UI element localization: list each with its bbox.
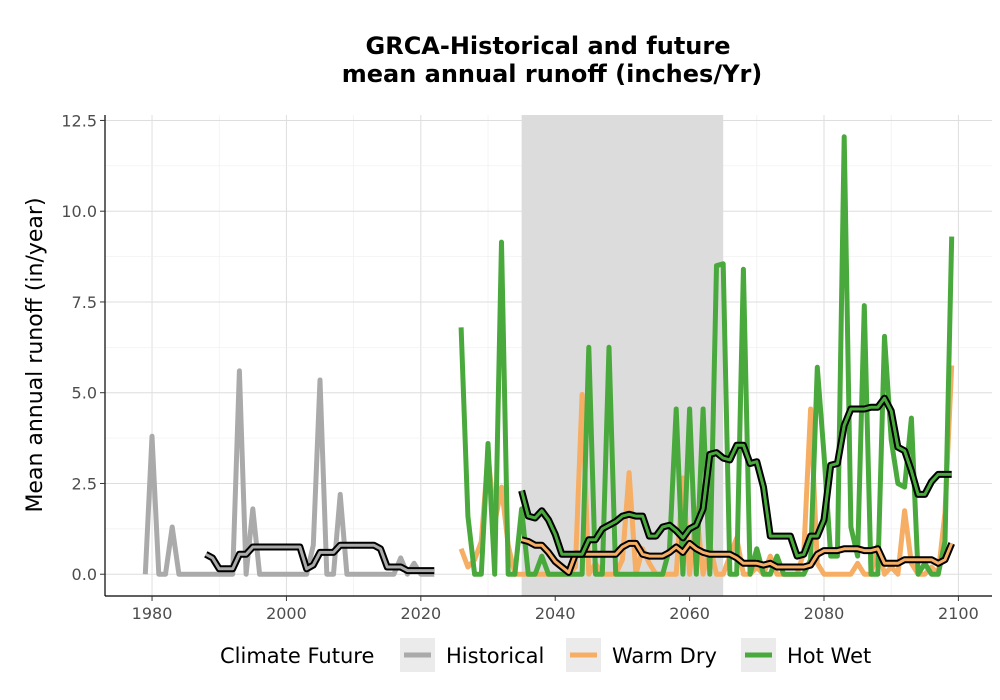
y-tick-label: 7.5 (72, 293, 97, 312)
chart-title-line2: mean annual runoff (inches/Yr) (342, 60, 763, 88)
y-tick-label: 0.0 (72, 565, 97, 584)
x-tick-label: 2060 (669, 604, 710, 623)
y-tick-label: 2.5 (72, 474, 97, 493)
y-tick-label: 5.0 (72, 384, 97, 403)
legend-label: Warm Dry (612, 644, 717, 668)
tick-labels: 1980 2000 2020 2040 2060 2080 2100 0.0 2.5 5.0 7.5… (61, 111, 978, 623)
y-tick-label: 12.5 (61, 111, 97, 130)
x-tick-label: 2080 (804, 604, 845, 623)
legend-label: Hot Wet (787, 644, 871, 668)
chart-title-line1: GRCA-Historical and future (366, 32, 731, 60)
moving-average-line (521, 538, 954, 574)
series-line-historical (142, 368, 435, 577)
legend-label: Historical (446, 644, 544, 668)
x-tick-label: 1980 (132, 604, 173, 623)
x-tick-label: 2000 (266, 604, 307, 623)
moving-average-line (520, 396, 952, 558)
x-tick-label: 2100 (938, 604, 979, 623)
y-tick-label: 10.0 (61, 202, 97, 221)
y-axis-title: Mean annual runoff (in/year) (23, 197, 48, 512)
legend-title: Climate Future (220, 644, 374, 668)
moving-average-line (205, 543, 435, 573)
x-tick-label: 2020 (400, 604, 441, 623)
x-tick-label: 2040 (535, 604, 576, 623)
series-layer (142, 134, 955, 577)
axes (104, 115, 992, 597)
legend: Climate Future Historical Warm Dry Hot Wet (220, 638, 871, 672)
